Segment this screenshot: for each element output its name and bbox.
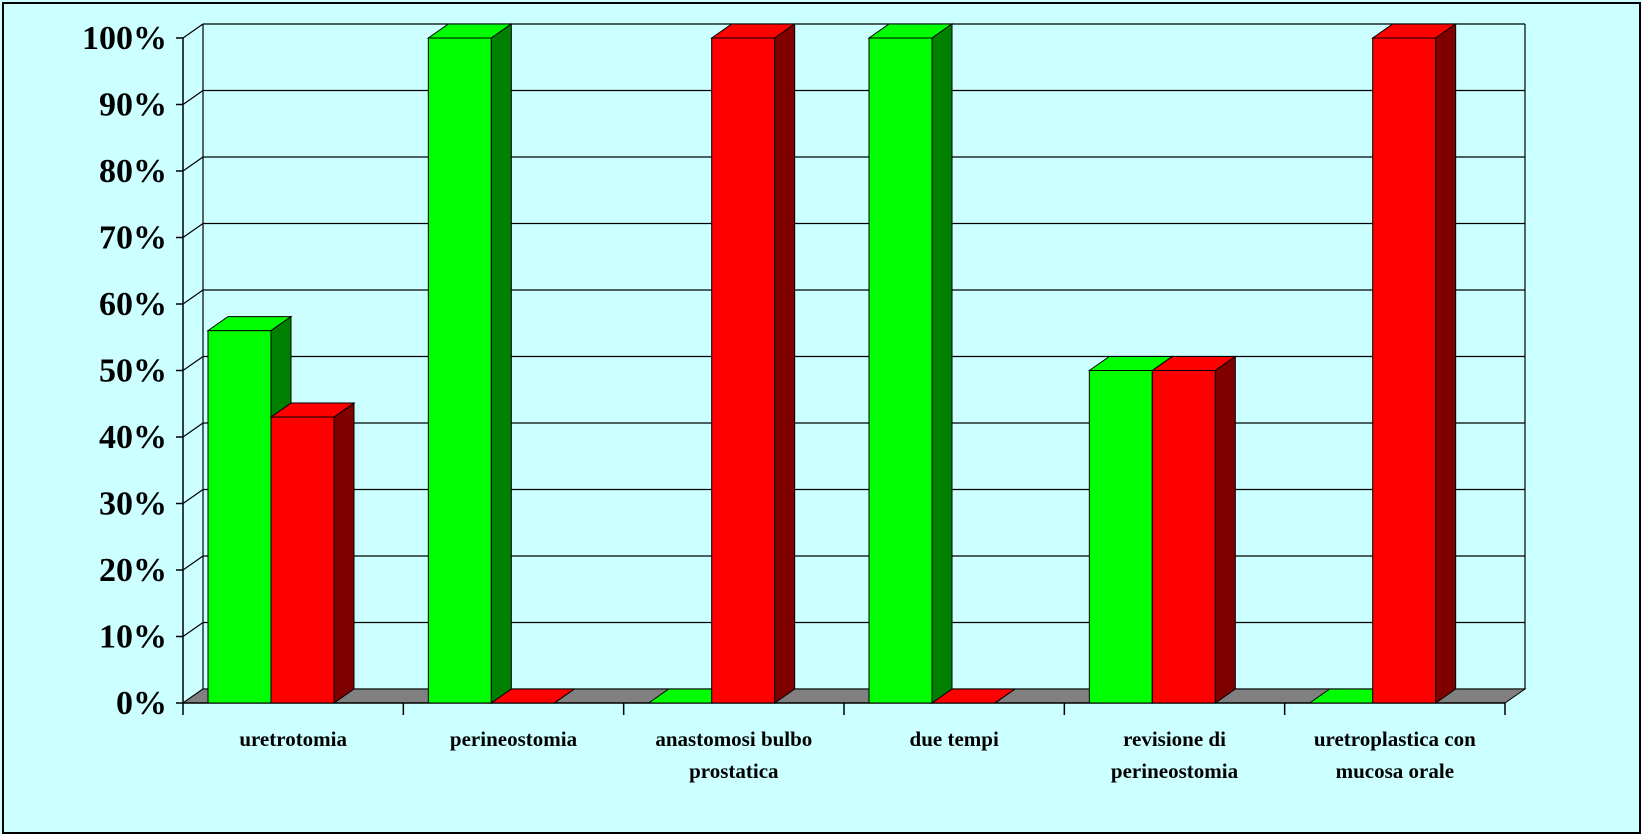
y-tick-label: 10% [99, 619, 167, 656]
bar-side [554, 688, 575, 704]
side-gridline [182, 90, 204, 105]
side-gridline [182, 23, 204, 39]
bar [270, 416, 335, 704]
side-gridline [182, 555, 204, 571]
bar-side [333, 402, 355, 704]
x-tick-label: perineostomia [450, 727, 578, 751]
x-tick-label: uretrotomia [239, 727, 347, 751]
x-tick-label: prostatica [689, 759, 779, 783]
x-tick-label: anastomosi bulbo [655, 727, 812, 751]
side-gridline [182, 422, 204, 438]
x-tick-label: uretroplastica con [1314, 727, 1476, 751]
bar [868, 37, 933, 704]
x-tick-label: mucosa orale [1336, 759, 1454, 783]
y-tick-label: 80% [99, 153, 167, 190]
y-tick-label: 50% [99, 353, 167, 390]
bar [1151, 370, 1216, 704]
y-tick-label: 40% [99, 419, 167, 456]
y-tick-label: 20% [99, 552, 167, 589]
bar [207, 330, 272, 704]
bar [1372, 37, 1437, 704]
x-tick-label: revisione di [1123, 727, 1226, 751]
x-tick-label: perineostomia [1111, 759, 1239, 783]
side-gridline [182, 156, 204, 172]
bar-side [1435, 23, 1457, 704]
y-tick-label: 0% [116, 685, 167, 722]
y-tick-label: 30% [99, 486, 167, 523]
y-tick-label: 90% [99, 87, 167, 124]
bar [1088, 370, 1153, 704]
bar-side [994, 688, 1016, 704]
y-tick-label: 70% [99, 220, 167, 257]
side-gridline [182, 223, 204, 238]
y-tick-label: 60% [99, 286, 167, 323]
x-tick-label: due tempi [910, 727, 999, 751]
bar [427, 37, 492, 704]
bar-side [931, 23, 953, 704]
bar-side [1214, 355, 1236, 704]
side-gridline [182, 622, 204, 637]
bar [711, 37, 776, 704]
side-gridline [182, 489, 204, 504]
side-gridline [182, 289, 204, 305]
side-gridline [182, 356, 204, 371]
y-tick-label: 100% [82, 20, 167, 57]
bar-side [490, 23, 512, 704]
bar-side [774, 23, 796, 704]
